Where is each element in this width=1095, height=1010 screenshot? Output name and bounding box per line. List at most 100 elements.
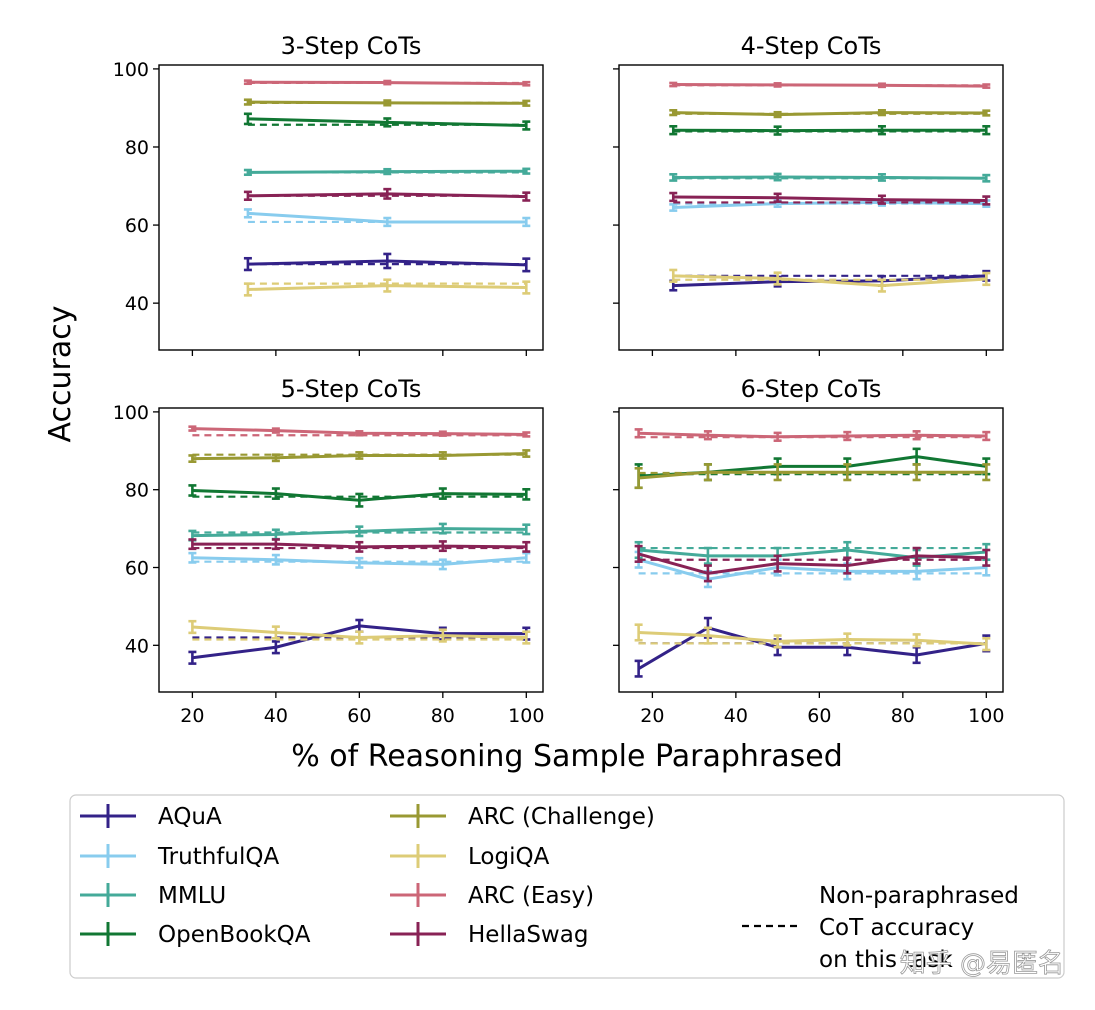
error-bar: [355, 556, 364, 569]
error-bar: [243, 208, 252, 219]
error-bar: [383, 117, 392, 128]
legend-label: TruthfulQA: [157, 844, 279, 870]
error-bar: [522, 523, 531, 536]
error-bar: [188, 650, 197, 665]
error-bar: [383, 167, 392, 176]
error-bar: [522, 630, 531, 645]
x-tick-label: 40: [724, 705, 748, 727]
error-bar: [522, 551, 531, 564]
series-mmlu: [188, 522, 531, 542]
series-line: [638, 431, 987, 439]
error-bar: [438, 628, 447, 643]
legend-item-truthfulqa: TruthfulQA: [80, 844, 279, 870]
legend-item-openbookqa: OpenBookQA: [80, 922, 311, 948]
error-bar: [982, 548, 991, 567]
error-bar: [773, 172, 782, 182]
y-tick-label: 100: [113, 402, 149, 424]
error-bar: [982, 637, 991, 652]
series-logiqa: [669, 268, 991, 293]
y-tick-label: 60: [125, 215, 149, 237]
error-bar: [383, 278, 392, 293]
axes-frame: [618, 64, 1004, 351]
error-bar: [243, 190, 252, 201]
x-tick-label: 20: [180, 705, 204, 727]
series-openbookqa: [669, 124, 991, 136]
panel-title: 4-Step CoTs: [741, 32, 882, 60]
series-aqua: [634, 616, 991, 678]
series-arc-easy: [243, 79, 531, 87]
series-openbookqa: [243, 112, 531, 131]
series-arc-easy: [188, 425, 531, 438]
series-line: [638, 470, 987, 480]
x-tick-label: 80: [431, 705, 455, 727]
series-truthfulqa: [243, 208, 531, 228]
series-hellaswag: [669, 191, 991, 206]
legend-item-logiqa: LogiQA: [390, 844, 550, 870]
error-bar: [982, 195, 991, 206]
legend-label: MMLU: [158, 883, 226, 909]
error-bar: [773, 463, 782, 482]
error-bar: [669, 191, 678, 203]
error-bar: [912, 546, 921, 565]
error-bar: [877, 108, 886, 117]
error-bar: [634, 544, 643, 563]
error-bar: [522, 488, 531, 501]
series-mmlu: [243, 167, 531, 177]
error-bar: [355, 430, 364, 437]
series-openbookqa: [634, 447, 991, 490]
error-bar: [383, 252, 392, 270]
error-bar: [669, 203, 678, 212]
error-bar: [188, 484, 197, 497]
series-arc-easy: [669, 81, 991, 89]
error-bar: [703, 430, 712, 441]
error-bar: [634, 659, 643, 678]
error-bar: [669, 173, 678, 182]
error-bar: [773, 271, 782, 286]
error-bar: [773, 554, 782, 573]
error-bar: [912, 430, 921, 441]
error-bar: [383, 99, 392, 107]
series-arc-challenge: [243, 98, 531, 107]
x-axis-label: % of Reasoning Sample Paraphrased: [291, 739, 843, 774]
legend-frame: [69, 794, 1065, 979]
panel-2: 4-Step CoTs: [613, 32, 1004, 356]
error-bar: [703, 463, 712, 482]
error-bar: [982, 83, 991, 89]
legend-baseline-label-line: on this task: [819, 947, 953, 973]
error-bar: [982, 430, 991, 442]
error-bar: [877, 278, 886, 293]
error-bar: [703, 546, 712, 565]
error-bar: [438, 558, 447, 571]
error-bar: [438, 540, 447, 553]
series-line: [673, 274, 987, 288]
error-bar: [773, 634, 782, 649]
series-mmlu: [634, 540, 991, 567]
panel-4: 6-Step CoTs 20 40 60 80 100: [613, 375, 1004, 727]
error-bar: [271, 453, 280, 463]
error-bar: [912, 633, 921, 648]
legend-item-aqua: AQuA: [80, 804, 222, 830]
error-bar: [912, 463, 921, 482]
error-bar: [634, 467, 643, 490]
error-bar: [355, 525, 364, 538]
error-bar: [243, 112, 252, 126]
error-bar: [773, 192, 782, 203]
error-bar: [271, 553, 280, 566]
legend-item-baseline: Non-paraphrased CoT accuracy on this task: [742, 883, 1019, 973]
series-hellaswag: [188, 538, 531, 553]
series-line: [638, 558, 987, 581]
series-line: [673, 175, 987, 180]
x-tick-label: 80: [891, 705, 915, 727]
error-bar: [634, 428, 643, 439]
error-bar: [243, 282, 252, 297]
series-line: [673, 195, 987, 202]
error-bar: [188, 538, 197, 551]
x-tick-label: 100: [508, 705, 544, 727]
error-bar: [271, 427, 280, 434]
x-tick-label: 60: [807, 705, 831, 727]
error-bar: [438, 522, 447, 535]
error-bar: [522, 431, 531, 438]
legend-label: HellaSwag: [468, 922, 588, 948]
error-bar: [243, 256, 252, 272]
